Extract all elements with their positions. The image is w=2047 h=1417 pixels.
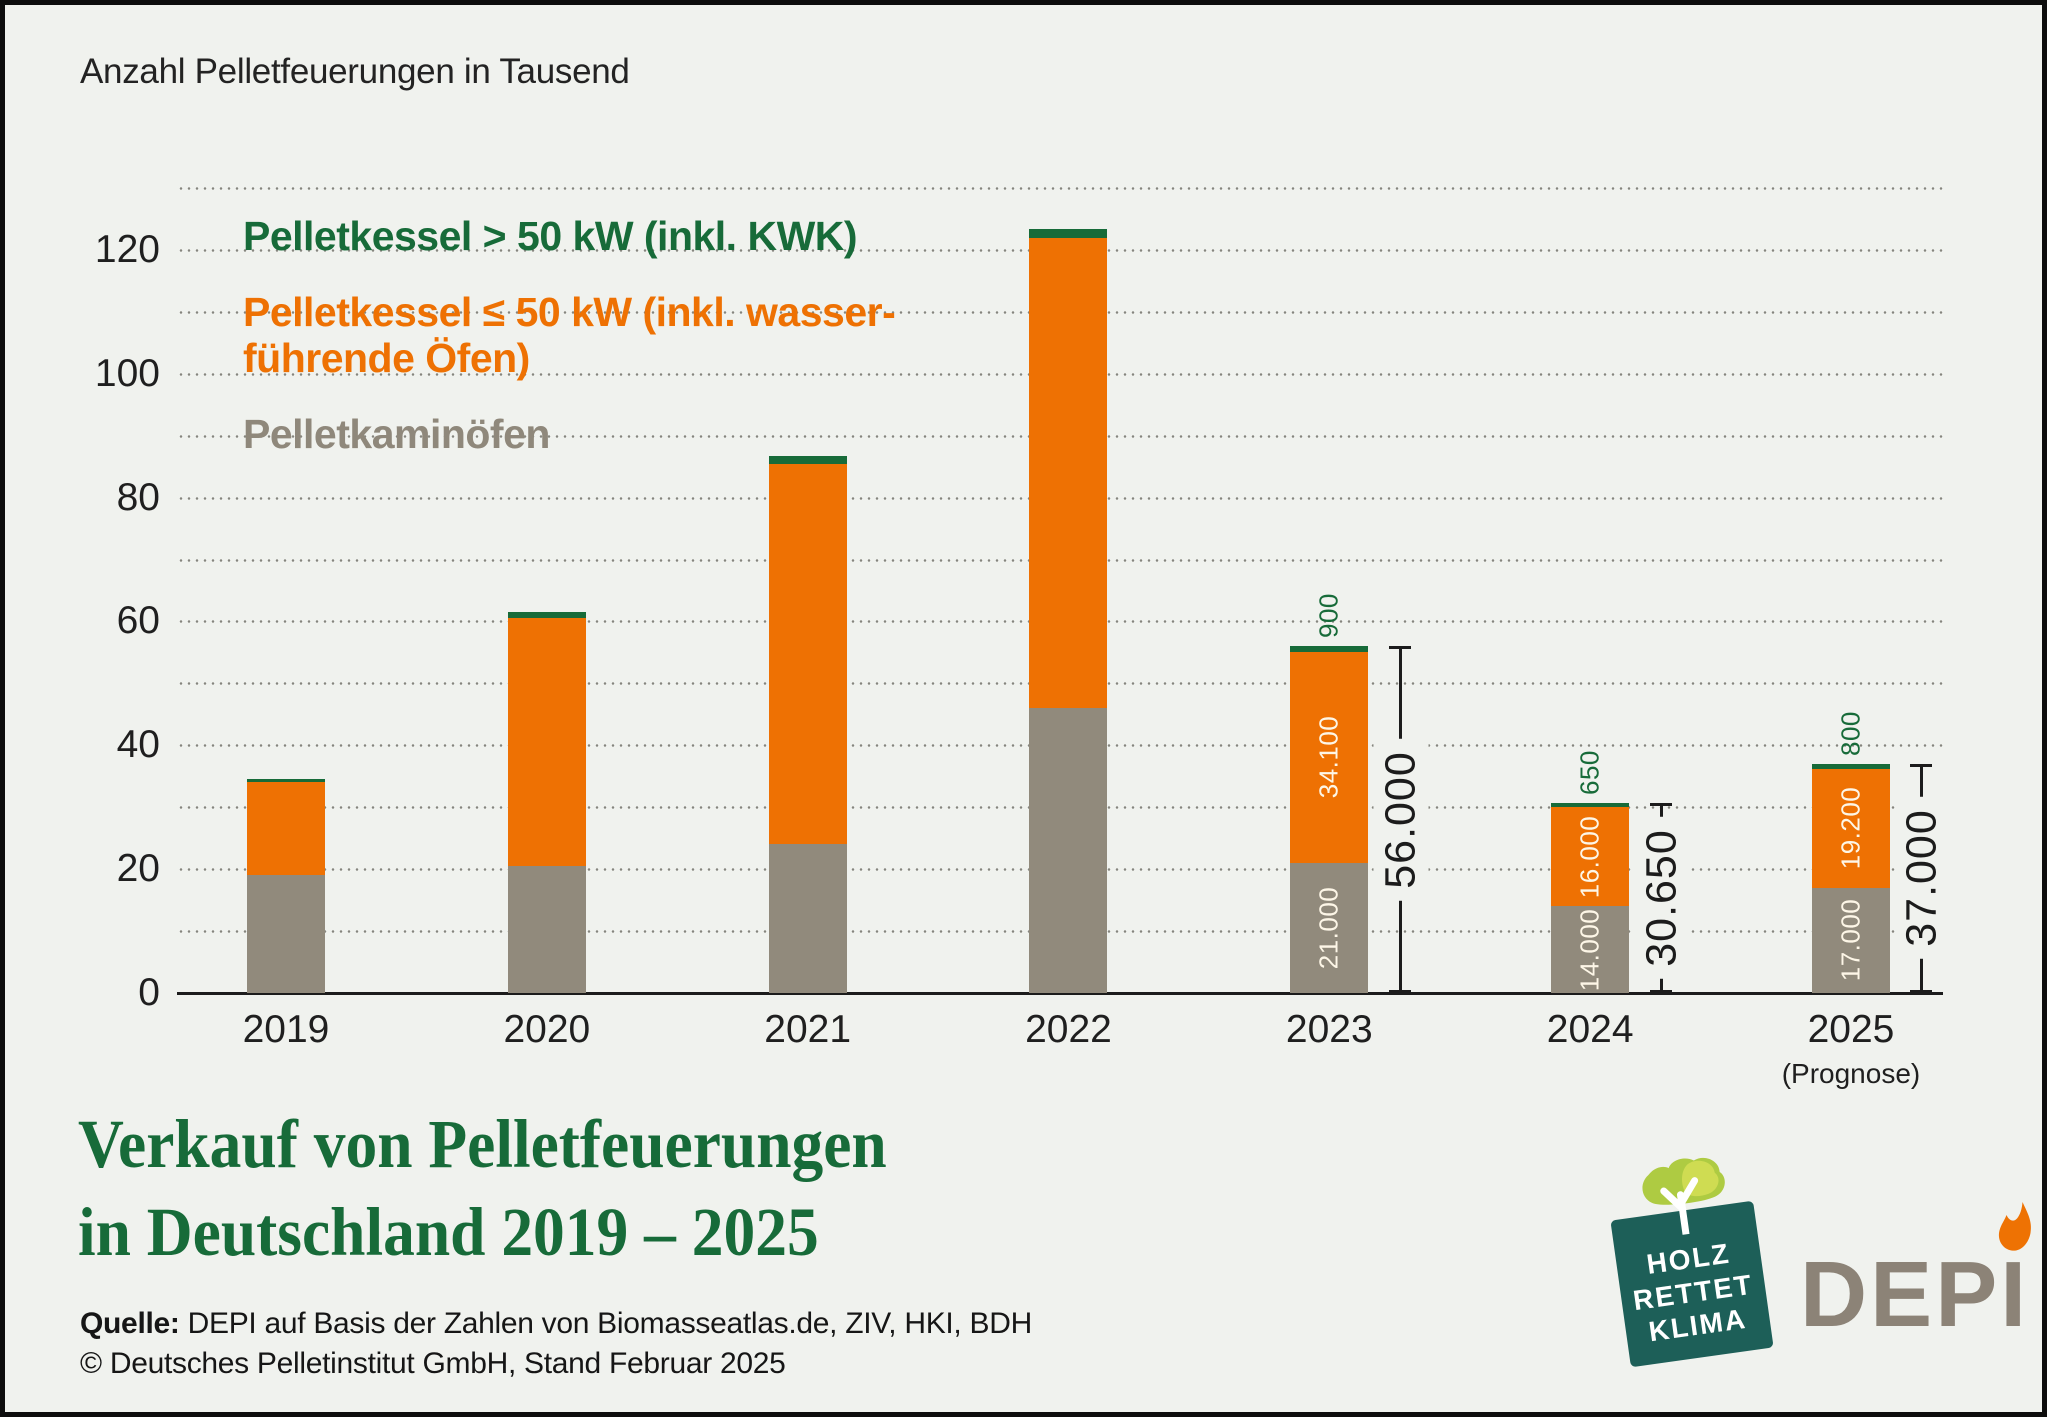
bracket-top-cap <box>1388 646 1411 650</box>
bracket-top-cap <box>1649 803 1672 807</box>
source-label: Quelle: <box>80 1307 180 1340</box>
bar-segment-pelletkessel-gt50 <box>1551 803 1630 808</box>
source-note: Quelle: DEPI auf Basis der Zahlen von Bi… <box>80 1304 1032 1383</box>
bracket-bottom-cap <box>1910 990 1933 993</box>
bar-segment-pelletkessel-le50 <box>1551 807 1630 907</box>
chart-legend: Pelletkessel > 50 kW (inkl. KWK) Pelletke… <box>243 213 896 488</box>
bar-value-label: 17.000 <box>1835 899 1866 982</box>
depi-logo: DEPI <box>1800 1202 2032 1346</box>
x-axis-category-label: 2022 <box>1025 1008 1112 1051</box>
x-axis-prognose-label: (Prognose) <box>1781 1058 1921 1089</box>
depi-logo-text: DEPI <box>1800 1242 2030 1346</box>
y-axis-tick-label: 120 <box>94 227 160 271</box>
bar-value-label: 19.200 <box>1835 787 1866 870</box>
x-axis-category-label: 2020 <box>503 1008 591 1051</box>
y-axis-tick-label: 100 <box>94 351 160 395</box>
bar-segment-pelletkaminoefen <box>768 844 847 993</box>
bar-segment-pelletkaminoefen <box>247 875 325 993</box>
bar-value-label-green: 800 <box>1835 710 1866 756</box>
flame-icon <box>1998 1202 2032 1251</box>
legend-item-line: Pelletkessel ≤ 50 kW (inkl. wasser- <box>243 288 896 335</box>
holz-rettet-klima-logo: HOLZ RETTET KLIMA <box>1610 1157 1774 1368</box>
source-line-2: © Deutsches Pelletinstitut GmbH, Stand F… <box>80 1346 786 1380</box>
y-axis-tick-label: 80 <box>116 475 160 519</box>
legend-item-line: führende Öfen) <box>243 334 530 381</box>
bar-value-label: 34.100 <box>1313 716 1344 799</box>
main-title-line-2: in Deutschland 2019 – 2025 <box>78 1194 819 1271</box>
bar-segment-pelletkessel-le50 <box>1290 651 1369 863</box>
bar-total-label: 56.000 <box>1373 738 1429 901</box>
legend-item: Pelletkessel ≤ 50 kW (inkl. wasser-führe… <box>243 288 896 382</box>
legend-item: Pelletkaminöfen <box>243 410 895 458</box>
bar-segment-pelletkessel-le50 <box>1811 768 1890 888</box>
bar-segment-pelletkaminoefen <box>1811 887 1890 993</box>
x-axis-category-label: 2024 <box>1546 1008 1634 1051</box>
source-line-1: Quelle: DEPI auf Basis der Zahlen von Bi… <box>80 1304 1032 1344</box>
bracket-bottom-cap <box>1649 990 1672 993</box>
x-axis-line <box>177 992 1943 995</box>
tree-icon <box>1642 1157 1725 1238</box>
main-title: Verkauf von Pelletfeuerungen in Deutschl… <box>78 1100 887 1277</box>
y-axis-tick-label: 0 <box>138 971 160 1014</box>
bar-segment-pelletkessel-le50 <box>1029 237 1108 709</box>
legend-item-line: Pelletkessel > 50 kW (inkl. KWK) <box>243 213 858 259</box>
y-axis-tick-label: 20 <box>116 847 160 891</box>
bar-segment-pelletkessel-le50 <box>507 618 586 867</box>
source-text: DEPI auf Basis der Zahlen von Biomasseat… <box>179 1307 1033 1340</box>
axis-unit-note: Anzahl Pelletfeuerungen in Tausend <box>80 52 630 91</box>
bar-value-label: 21.000 <box>1313 886 1344 970</box>
bar-value-label-green: 900 <box>1313 593 1344 639</box>
bar-value-label: 14.000 <box>1574 908 1605 991</box>
x-axis-category-label: 2023 <box>1285 1008 1373 1051</box>
bar-segment-pelletkessel-gt50 <box>768 455 847 464</box>
bar-total-label: 30.650 <box>1634 817 1690 979</box>
bar-segment-pelletkessel-le50 <box>768 463 847 845</box>
gridline <box>177 187 1943 190</box>
bar-segment-pelletkessel-gt50 <box>1811 763 1890 769</box>
bar-value-label: 16.000 <box>1574 815 1605 899</box>
x-axis-category-label: 2019 <box>242 1008 330 1051</box>
legend-item-line: Pelletkaminöfen <box>243 410 550 457</box>
legend-item: Pelletkessel > 50 kW (inkl. KWK) <box>243 213 895 260</box>
y-axis-tick-label: 60 <box>116 599 160 643</box>
bar-segment-pelletkessel-gt50 <box>1029 229 1108 238</box>
main-title-line-1: Verkauf von Pelletfeuerungen <box>78 1106 887 1182</box>
bar-segment-pelletkaminoefen <box>1551 906 1630 993</box>
bar-segment-pelletkaminoefen <box>1290 862 1369 993</box>
bar-segment-pelletkaminoefen <box>1029 708 1108 993</box>
bracket-bottom-cap <box>1388 990 1411 993</box>
bar-segment-pelletkessel-le50 <box>247 782 325 876</box>
y-axis-tick-label: 40 <box>116 723 160 767</box>
bracket-top-cap <box>1910 763 1933 767</box>
x-axis-category-label: 2021 <box>764 1008 852 1051</box>
bar-segment-pelletkessel-gt50 <box>507 612 586 619</box>
bar-value-label-green: 650 <box>1574 750 1605 796</box>
bar-segment-pelletkaminoefen <box>507 866 586 993</box>
bar-segment-pelletkessel-gt50 <box>1290 646 1369 652</box>
bar-total-label: 37.000 <box>1894 797 1950 960</box>
x-axis-category-label: 2025 <box>1807 1008 1895 1051</box>
bar-segment-pelletkessel-gt50 <box>247 778 325 783</box>
